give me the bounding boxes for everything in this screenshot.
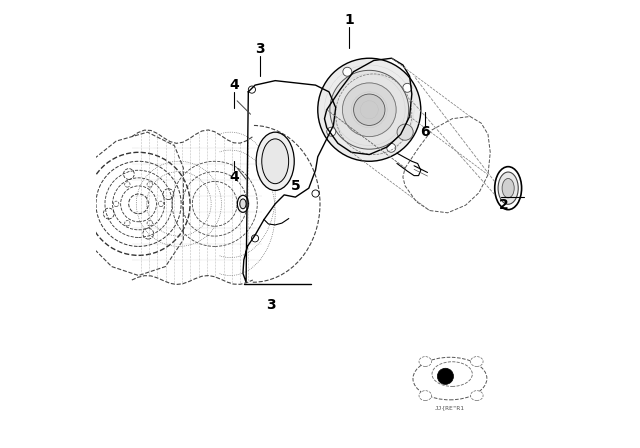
Ellipse shape <box>470 357 483 366</box>
Circle shape <box>312 190 319 197</box>
Circle shape <box>330 70 409 149</box>
Ellipse shape <box>470 391 483 401</box>
Ellipse shape <box>240 199 246 209</box>
Circle shape <box>353 94 385 125</box>
Circle shape <box>327 127 336 136</box>
Text: 3: 3 <box>266 297 276 312</box>
Ellipse shape <box>262 139 289 184</box>
Ellipse shape <box>237 195 248 212</box>
Text: 4: 4 <box>229 170 239 184</box>
Text: 3: 3 <box>255 42 264 56</box>
Ellipse shape <box>495 167 522 210</box>
Circle shape <box>397 124 413 140</box>
Circle shape <box>317 58 421 161</box>
Circle shape <box>343 67 352 76</box>
Text: 1: 1 <box>344 13 354 27</box>
Ellipse shape <box>256 132 294 190</box>
Circle shape <box>387 143 396 152</box>
Text: 5: 5 <box>291 179 300 193</box>
Ellipse shape <box>432 362 472 386</box>
Ellipse shape <box>419 357 431 366</box>
Circle shape <box>437 368 454 384</box>
Circle shape <box>329 99 336 107</box>
Text: JJ{RE"R1: JJ{RE"R1 <box>435 405 465 410</box>
Circle shape <box>248 86 255 93</box>
Circle shape <box>403 83 412 92</box>
Ellipse shape <box>502 178 514 198</box>
Ellipse shape <box>419 391 431 401</box>
Ellipse shape <box>413 358 487 400</box>
Text: 2: 2 <box>499 198 509 212</box>
Text: 4: 4 <box>229 78 239 92</box>
Circle shape <box>252 235 259 242</box>
Text: 6: 6 <box>420 125 430 139</box>
Circle shape <box>342 83 396 137</box>
Ellipse shape <box>498 172 518 204</box>
